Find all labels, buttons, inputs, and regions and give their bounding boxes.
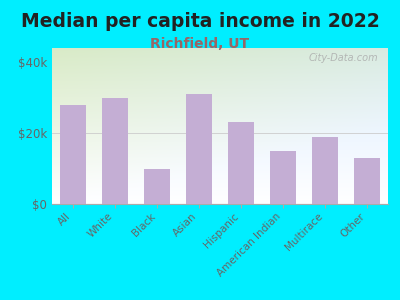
Bar xyxy=(186,94,212,204)
Bar xyxy=(102,98,128,204)
Bar xyxy=(144,169,170,204)
Bar xyxy=(228,122,254,204)
Bar xyxy=(60,105,86,204)
Text: Richfield, UT: Richfield, UT xyxy=(150,38,250,52)
Text: City-Data.com: City-Data.com xyxy=(308,53,378,63)
Bar xyxy=(270,151,296,204)
Text: Median per capita income in 2022: Median per capita income in 2022 xyxy=(21,12,379,31)
Bar xyxy=(312,136,338,204)
Bar xyxy=(354,158,380,204)
